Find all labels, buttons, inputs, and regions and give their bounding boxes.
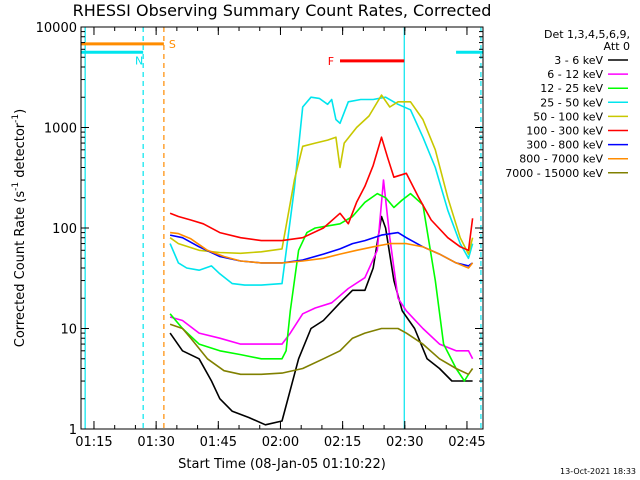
- legend-label: 6 - 12 keV: [547, 68, 603, 81]
- x-tick-label: 01:30: [137, 435, 174, 450]
- x-tick-label: 01:15: [75, 435, 112, 450]
- y-tick-label: 1: [69, 423, 77, 438]
- chart-title: RHESSI Observing Summary Count Rates, Co…: [73, 1, 492, 20]
- y-axis-label-sup1: -1: [11, 182, 21, 191]
- series-line: [169, 215, 473, 426]
- legend-label: 3 - 6 keV: [554, 54, 603, 67]
- flag-label: S: [169, 38, 176, 51]
- y-axis-label-mid: detector: [13, 122, 28, 182]
- legend-title-2: Att 0: [604, 40, 630, 53]
- series-line: [169, 94, 474, 255]
- series-line: [169, 136, 474, 252]
- flag-label: N: [135, 54, 143, 67]
- legend-label: 7000 - 15000 keV: [505, 167, 603, 180]
- x-tick-label: 01:45: [200, 435, 237, 450]
- x-tick-label: 02:30: [386, 435, 423, 450]
- legend-label: 300 - 800 keV: [526, 139, 603, 152]
- x-tick-label: 02:45: [448, 435, 485, 450]
- x-axis-label: Start Time (08-Jan-05 01:10:22): [178, 457, 386, 472]
- y-axis-label-end: ): [13, 109, 28, 114]
- legend-label: 25 - 50 keV: [540, 96, 603, 109]
- legend-label: 800 - 7000 keV: [519, 153, 603, 166]
- y-axis-label-sup2: -1: [11, 114, 21, 123]
- series-line: [169, 323, 474, 376]
- timestamp: 13-Oct-2021 18:33: [560, 467, 636, 476]
- legend-title-1: Det 1,3,4,5,6,9,: [544, 28, 630, 41]
- x-tick-label: 02:00: [262, 435, 299, 450]
- y-tick-label: 10000: [36, 21, 77, 36]
- legend-label: 100 - 300 keV: [526, 125, 603, 138]
- y-tick-label: 100: [52, 222, 77, 237]
- series-line: [169, 192, 470, 382]
- series-line: [169, 179, 474, 360]
- y-tick-label: 1000: [44, 122, 77, 137]
- y-axis-label-main: Corrected Count Rate (s: [13, 191, 28, 348]
- plot-frame: [80, 26, 484, 430]
- series-line: [170, 231, 474, 269]
- y-axis-label: Corrected Count Rate (s-1 detector-1): [11, 109, 28, 347]
- legend-label: 12 - 25 keV: [540, 82, 603, 95]
- flag-label: F: [328, 55, 334, 68]
- series-line: [169, 96, 474, 286]
- legend-label: 50 - 100 keV: [533, 110, 603, 123]
- x-tick-label: 02:15: [324, 435, 361, 450]
- y-tick-label: 10: [60, 323, 77, 338]
